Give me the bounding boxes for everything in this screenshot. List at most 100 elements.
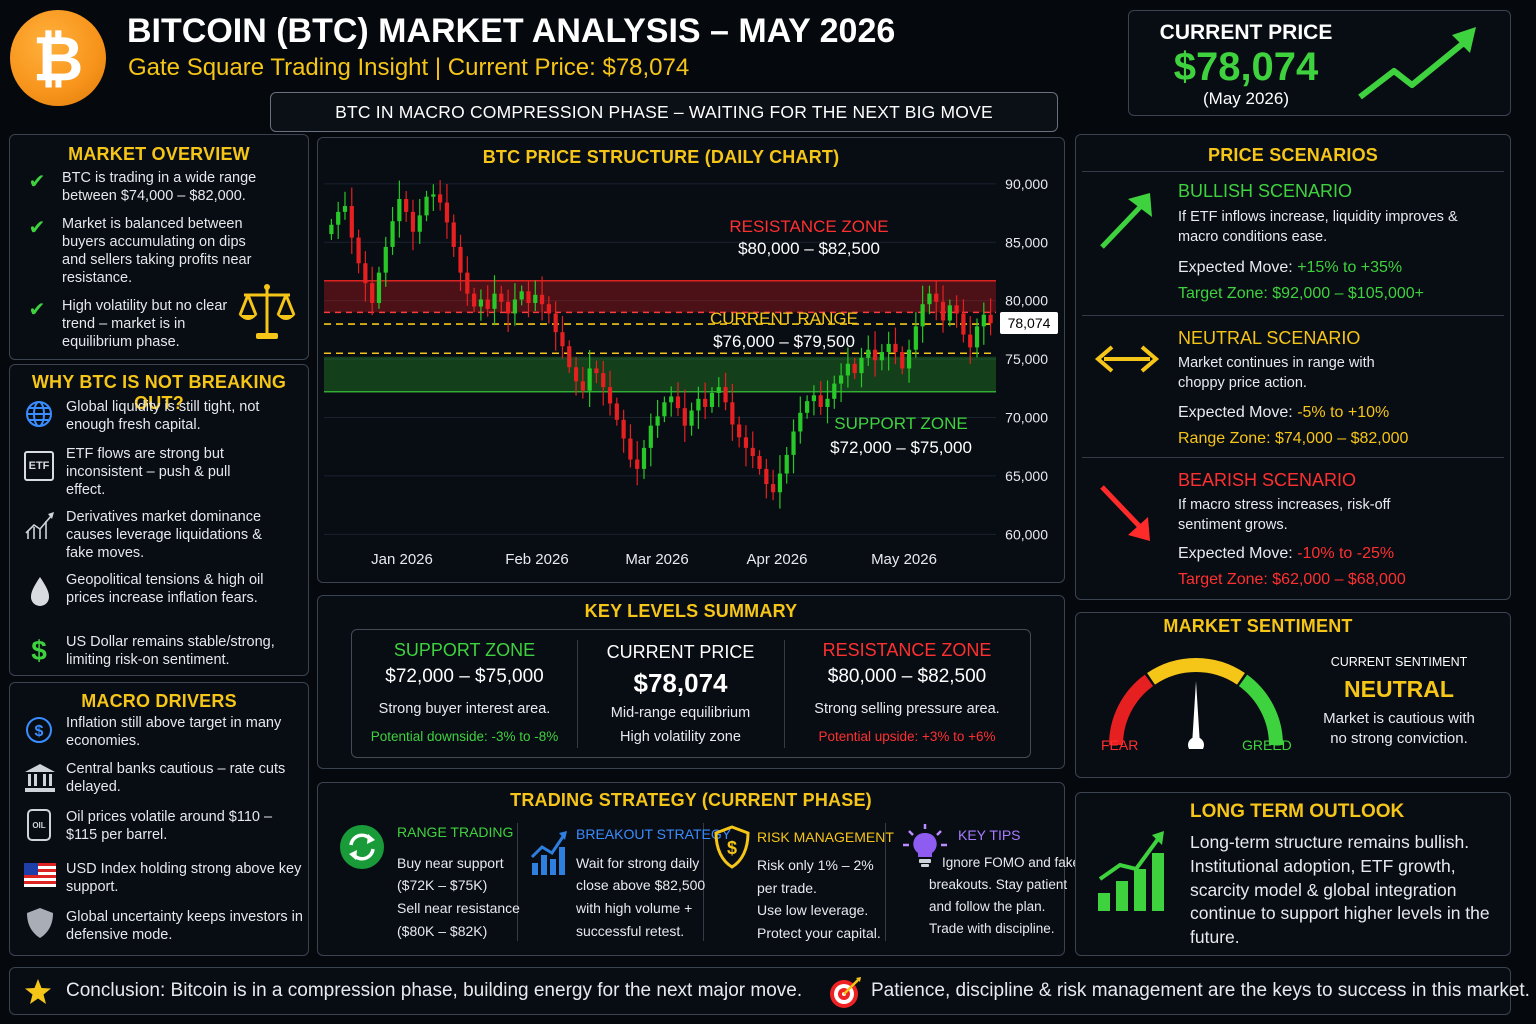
shield-dollar-icon: $ (714, 825, 750, 869)
strategy-line: close above $82,500 (576, 877, 706, 893)
candle (404, 199, 409, 212)
key-tips-title: KEY TIPS (958, 827, 1021, 843)
candle (737, 424, 742, 438)
key-levels-box: SUPPORT ZONE $72,000 – $75,000 Strong bu… (351, 629, 1031, 758)
y-tick-label: 75,000 (1005, 351, 1048, 367)
bullish-title: BULLISH SCENARIO (1178, 181, 1353, 201)
candle (913, 326, 918, 350)
x-tick-label: Apr 2026 (747, 551, 808, 568)
y-tick-label: 60,000 (1005, 526, 1048, 542)
breakout-bars-icon (530, 831, 567, 875)
candle (356, 237, 361, 264)
candle (743, 437, 749, 448)
resistance-zone-label: RESISTANCE ZONE (822, 640, 992, 660)
btc-logo-icon: ₿ (10, 10, 106, 106)
footer-bar: Conclusion: Bitcoin is in a compression … (9, 967, 1530, 1015)
neutral-arrow-icon (1094, 345, 1160, 373)
etf-icon: ETF (24, 451, 54, 481)
check-icon: ✔ (28, 299, 46, 321)
candle (940, 301, 946, 321)
bearish-desc: If macro stress increases, risk-off sent… (1178, 497, 1391, 533)
current-sentiment-label: CURRENT SENTIMENT (1330, 655, 1468, 669)
breakout-strategy-title: BREAKOUT STRATEGY (576, 826, 732, 842)
candle (723, 387, 728, 403)
trend-up-icon (1358, 27, 1476, 100)
support-zone-band (324, 356, 996, 392)
strategy-title: TRADING STRATEGY (CURRENT PHASE) (510, 790, 872, 810)
strategy-line: Protect your capital. (757, 925, 881, 941)
svg-text:$: $ (727, 838, 737, 858)
candle (607, 387, 613, 404)
support-zone-range: $72,000 – $75,000 (385, 666, 544, 687)
candle (879, 352, 884, 361)
candle (635, 459, 640, 469)
candle (329, 224, 334, 235)
candle (438, 194, 443, 203)
sentiment-title: MARKET SENTIMENT (1163, 616, 1353, 636)
candle (641, 447, 647, 469)
candle (893, 343, 898, 353)
strategy-line: Sell near resistance (397, 900, 520, 916)
bullish-desc: If ETF inflows increase, liquidity impro… (1178, 209, 1458, 245)
candle (601, 373, 606, 388)
candle (920, 304, 925, 327)
candle (567, 346, 572, 368)
candle (505, 301, 511, 314)
candle (370, 283, 375, 304)
us-flag-icon (24, 863, 56, 887)
resistance-zone-band (324, 280, 996, 313)
candle (533, 294, 538, 304)
current-price-box: CURRENT PRICE $78,074 (May 2026) (1128, 10, 1511, 116)
x-tick-label: Mar 2026 (625, 551, 688, 568)
candle (512, 299, 517, 314)
price-scenarios-panel: PRICE SCENARIOS BULLISH SCENARIO If ETF … (1075, 134, 1511, 600)
balance-scale-icon (238, 284, 296, 339)
headline-banner: BTC IN MACRO COMPRESSION PHASE – WAITING… (270, 92, 1058, 132)
candle (621, 419, 626, 439)
y-tick-label: 70,000 (1005, 409, 1048, 425)
strategy-line: ($72K – $75K) (397, 877, 488, 893)
current-range-label: CURRENT RANGE (710, 309, 858, 328)
scenarios-title: PRICE SCENARIOS (1207, 145, 1379, 165)
y-tick-label: 85,000 (1005, 234, 1048, 250)
candle (838, 375, 844, 384)
candle (791, 431, 796, 455)
neutral-desc: Market continues in range with choppy pr… (1178, 355, 1375, 391)
candle (363, 263, 368, 284)
overview-item: BTC is trading in a wide range between $… (62, 170, 257, 204)
bearish-move: Expected Move: -10% to -25% (1178, 545, 1395, 562)
candle (519, 291, 524, 300)
candle (458, 246, 463, 273)
candle (560, 332, 565, 347)
candle (805, 401, 810, 413)
outlook-title: LONG TERM OUTLOOK (1190, 801, 1405, 822)
candle (526, 291, 531, 304)
candle (682, 408, 687, 426)
gauge-greed-arc (1238, 674, 1283, 746)
candle (424, 196, 429, 216)
candle (614, 403, 619, 420)
oil-barrel-icon: OIL (27, 809, 51, 841)
key-current-price: $78,074 (633, 668, 728, 698)
range-trading-title: RANGE TRADING (397, 824, 514, 840)
support-zone-label: SUPPORT ZONE (393, 640, 536, 660)
current-price-tag: 78,074 (1000, 312, 1058, 335)
candle (968, 334, 973, 348)
candlestick-chart: 60,000 65,000 70,000 75,000 80,000 85,000 90,0… (324, 176, 1048, 568)
neutral-title: NEUTRAL SCENARIO (1178, 328, 1361, 348)
bearish-zone: Target Zone: $62,000 – $68,000 (1178, 571, 1406, 588)
gauge-hub (1188, 737, 1204, 749)
neutral-move: Expected Move: -5% to +10% (1178, 404, 1390, 421)
globe-icon (26, 401, 52, 427)
current-price-label: CURRENT PRICE (1159, 21, 1333, 44)
candle (866, 349, 871, 358)
market-sentiment-panel: MARKET SENTIMENT FEAR GREED CURRENT SENT… (1075, 612, 1511, 778)
page-subtitle: Gate Square Trading Insight | Current Pr… (128, 54, 690, 81)
candle (675, 396, 681, 409)
resistance-zone-note: Potential upside: +3% to +6% (818, 729, 996, 744)
strategy-line: Trade with discipline. (929, 921, 1055, 936)
candle (336, 211, 341, 225)
candle (485, 299, 490, 309)
candle (397, 199, 402, 222)
candle (927, 293, 932, 305)
